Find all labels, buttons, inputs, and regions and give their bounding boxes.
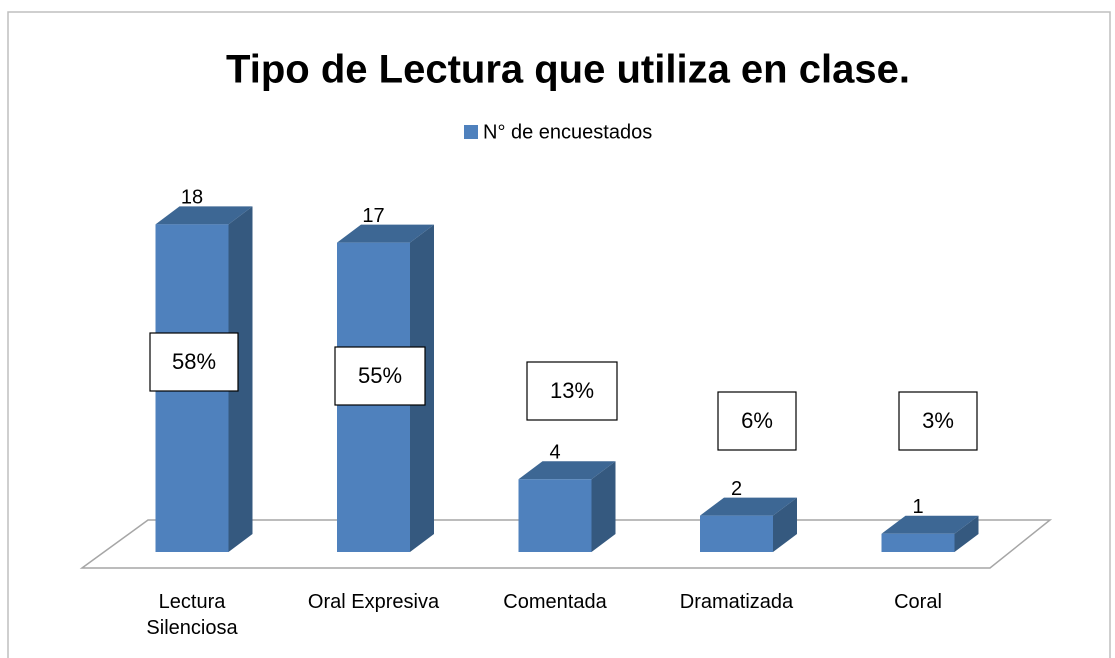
bar-front — [518, 479, 592, 552]
x-tick-label: Oral Expresiva — [307, 591, 440, 613]
bar-top — [881, 515, 979, 534]
x-tick-label: Comentada — [503, 591, 607, 613]
value-label: 2 — [731, 478, 742, 500]
value-label: 1 — [912, 496, 923, 518]
bar-top — [518, 461, 616, 480]
annotation: 6% — [741, 408, 773, 433]
bar-side — [954, 515, 979, 552]
annotation: 3% — [922, 408, 954, 433]
bar-top — [155, 206, 253, 225]
legend-swatch — [464, 125, 478, 139]
value-label: 4 — [549, 441, 560, 463]
floor — [79, 519, 1053, 569]
bar-side — [591, 461, 616, 552]
bar — [518, 461, 616, 552]
bar — [700, 497, 797, 552]
annotation: 55% — [358, 363, 402, 388]
chart-title: Tipo de Lectura que utiliza en clase. — [226, 48, 910, 92]
annotation-box — [898, 391, 978, 451]
bar — [881, 515, 979, 552]
annotation-box — [149, 332, 239, 392]
x-tick-label: Lectura Silenciosa — [146, 591, 238, 639]
bar-top — [700, 497, 797, 516]
bar-front — [881, 533, 955, 552]
legend-label: N° de encuestados — [483, 121, 652, 143]
annotation-box — [526, 361, 618, 421]
x-tick-label: Coral — [894, 591, 942, 613]
value-label: 17 — [362, 205, 384, 227]
bar-front — [700, 515, 773, 552]
annotation: 58% — [172, 349, 216, 374]
x-tick-label: Dramatizada — [679, 591, 794, 613]
annotation: 13% — [550, 378, 594, 403]
annotation-box — [717, 391, 797, 451]
bar-side — [773, 497, 797, 552]
chart-frame — [7, 11, 1111, 658]
value-label: 18 — [181, 187, 203, 209]
bar-side — [228, 206, 253, 552]
annotation-box — [334, 346, 426, 406]
bar-top — [337, 224, 434, 243]
